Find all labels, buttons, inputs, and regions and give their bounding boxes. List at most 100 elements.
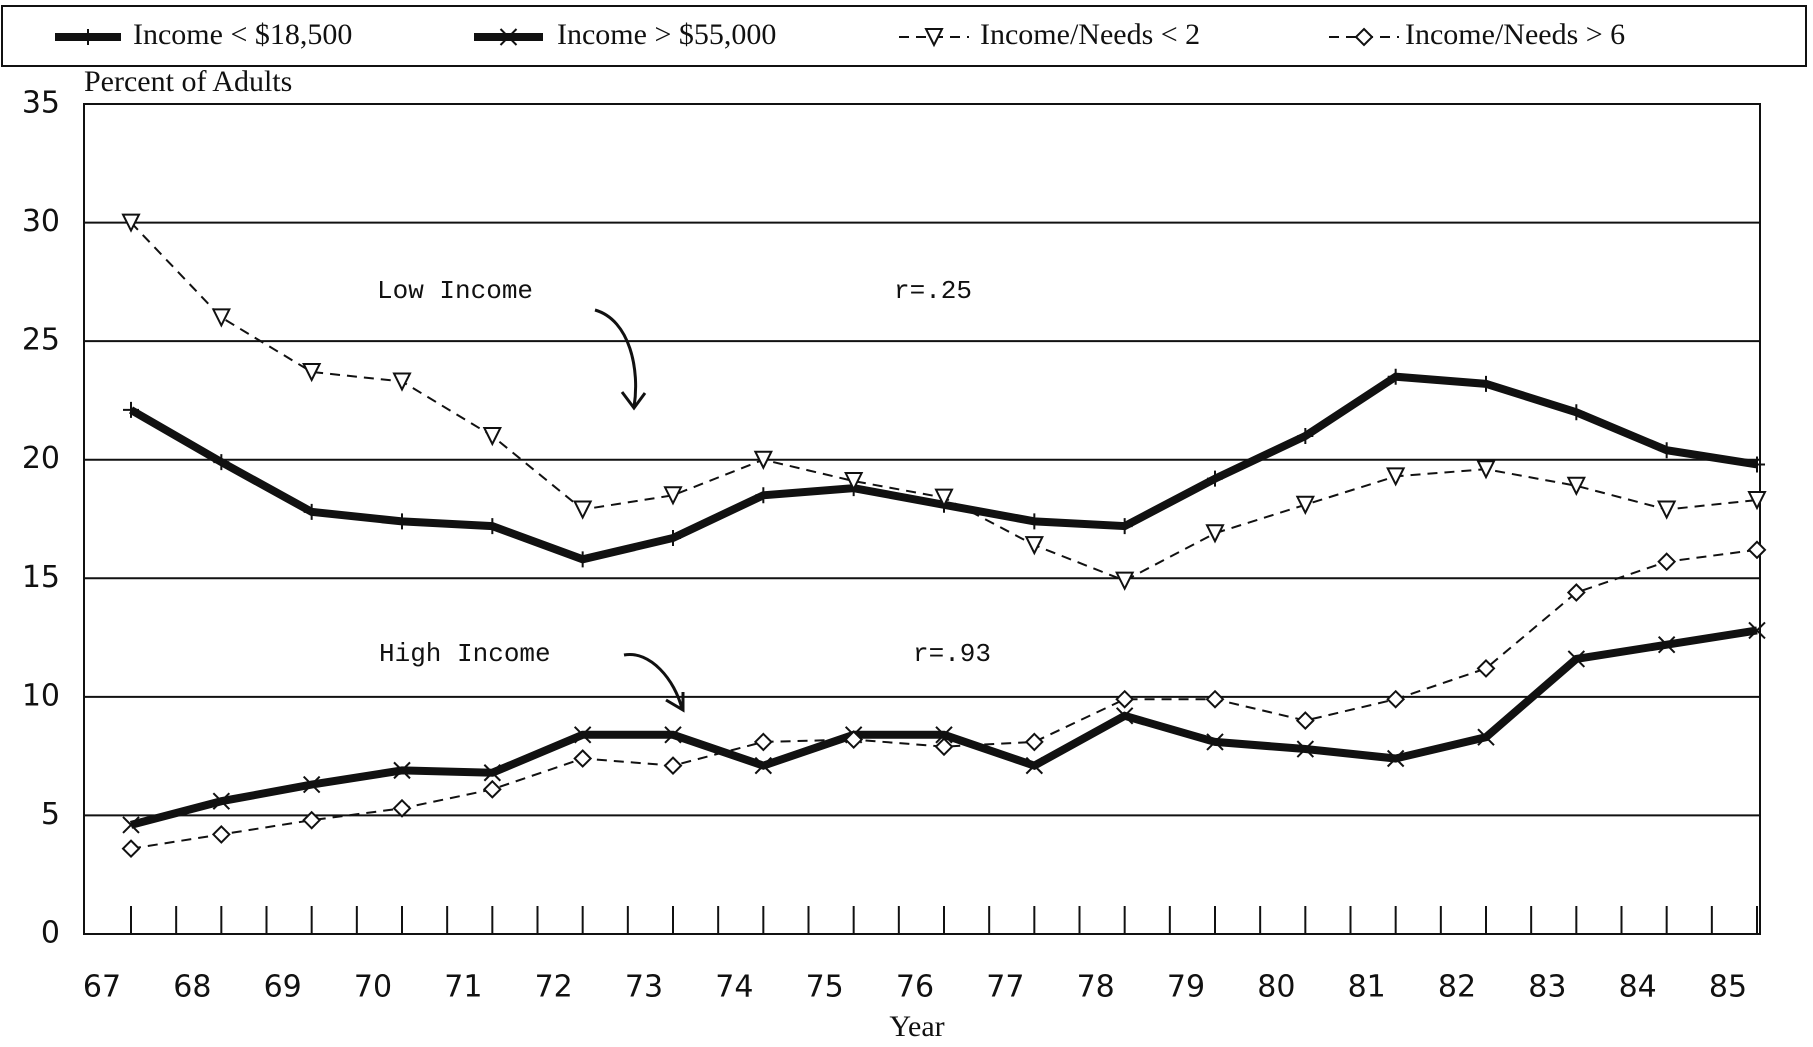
x-tick-label: 67 xyxy=(83,970,121,1005)
annotation: High Income xyxy=(379,639,551,669)
x-tick-label: 75 xyxy=(806,970,844,1005)
point-marker xyxy=(482,427,502,447)
point-marker xyxy=(1115,689,1135,709)
x-tick-label: 69 xyxy=(264,970,302,1005)
arrow xyxy=(594,308,647,411)
point-marker xyxy=(1568,404,1585,421)
point-marker xyxy=(1206,733,1224,751)
annotation: Low Income xyxy=(377,276,533,306)
point-marker xyxy=(484,518,501,535)
y-tick-label: 10 xyxy=(22,678,60,713)
point-marker xyxy=(1205,524,1225,544)
y-tick-label: 35 xyxy=(22,86,60,121)
point-marker xyxy=(392,798,412,818)
point-marker xyxy=(303,503,320,520)
point-marker xyxy=(1748,621,1766,640)
x-tick-label: 73 xyxy=(625,970,663,1005)
legend-label: Income < $18,500 xyxy=(133,18,352,51)
point-marker xyxy=(1657,635,1676,654)
x-tick-label: 76 xyxy=(896,970,934,1005)
x-tick-label: 71 xyxy=(444,970,482,1005)
point-marker xyxy=(213,454,230,471)
x-tick-label: 74 xyxy=(715,970,753,1005)
point-marker xyxy=(1115,571,1135,591)
series-line xyxy=(130,548,1758,850)
y-tick-label: 20 xyxy=(22,441,60,476)
point-marker xyxy=(302,775,321,794)
point-marker xyxy=(1026,513,1043,530)
point-marker xyxy=(1658,442,1675,459)
point-marker xyxy=(1387,368,1404,385)
point-marker xyxy=(1024,732,1044,752)
arrow xyxy=(623,653,685,713)
legend-marker xyxy=(1354,27,1374,47)
y-tick-label: 15 xyxy=(22,560,60,595)
point-marker xyxy=(844,472,864,492)
point-marker xyxy=(573,726,592,744)
point-marker xyxy=(755,487,772,504)
point-marker xyxy=(482,779,502,799)
point-marker xyxy=(934,737,954,757)
point-marker xyxy=(934,488,954,508)
x-tick-label: 82 xyxy=(1438,970,1476,1005)
point-marker xyxy=(1566,583,1586,602)
point-marker xyxy=(212,792,231,810)
point-marker xyxy=(665,529,681,546)
point-marker xyxy=(121,213,141,233)
point-marker xyxy=(1205,689,1225,709)
point-marker xyxy=(1295,711,1315,730)
annotation: r=.25 xyxy=(894,276,972,306)
x-tick-label: 78 xyxy=(1077,970,1115,1005)
point-marker xyxy=(483,764,502,782)
point-marker xyxy=(1116,518,1133,535)
legend-label: Income > $55,000 xyxy=(557,18,776,51)
point-marker xyxy=(1747,491,1767,511)
point-marker xyxy=(935,726,953,744)
x-axis-title: Year xyxy=(889,1010,944,1043)
point-marker xyxy=(122,816,140,834)
point-marker xyxy=(1115,707,1134,725)
point-marker xyxy=(1295,495,1315,516)
legend-marker xyxy=(80,29,96,45)
point-marker xyxy=(1567,650,1586,668)
point-marker xyxy=(1025,756,1044,775)
point-marker xyxy=(1296,740,1315,758)
point-marker xyxy=(1386,689,1406,709)
point-marker xyxy=(392,372,412,392)
point-marker xyxy=(1566,476,1586,497)
x-tick-label: 77 xyxy=(986,970,1024,1005)
point-marker xyxy=(754,756,773,775)
point-marker xyxy=(302,810,322,830)
legend-marker xyxy=(924,28,944,48)
point-marker xyxy=(1657,552,1677,572)
point-marker xyxy=(1478,375,1494,392)
point-marker xyxy=(393,761,411,780)
point-marker xyxy=(1477,728,1495,746)
x-tick-label: 85 xyxy=(1709,970,1747,1005)
y-tick-label: 0 xyxy=(41,916,60,951)
point-marker xyxy=(1749,456,1765,473)
y-tick-label: 25 xyxy=(22,323,60,358)
point-marker xyxy=(753,450,773,470)
legend-box xyxy=(1,5,1807,67)
point-marker xyxy=(573,749,593,768)
x-tick-label: 79 xyxy=(1167,970,1205,1005)
point-marker xyxy=(211,308,231,328)
point-marker xyxy=(1476,460,1496,480)
annotation: r=.93 xyxy=(913,639,991,669)
x-tick-label: 83 xyxy=(1528,970,1566,1005)
point-marker xyxy=(302,362,322,383)
plot-frame xyxy=(83,103,1761,935)
series-line xyxy=(128,372,1758,564)
point-marker xyxy=(1386,749,1405,768)
point-marker xyxy=(573,500,593,520)
legend-label: Income/Needs < 2 xyxy=(980,18,1200,51)
y-tick-label: 30 xyxy=(22,204,60,239)
point-marker xyxy=(394,513,410,530)
x-tick-label: 72 xyxy=(535,970,573,1005)
point-marker xyxy=(664,726,682,744)
point-marker xyxy=(1024,536,1044,556)
point-marker xyxy=(121,839,141,859)
point-marker xyxy=(1207,470,1223,487)
